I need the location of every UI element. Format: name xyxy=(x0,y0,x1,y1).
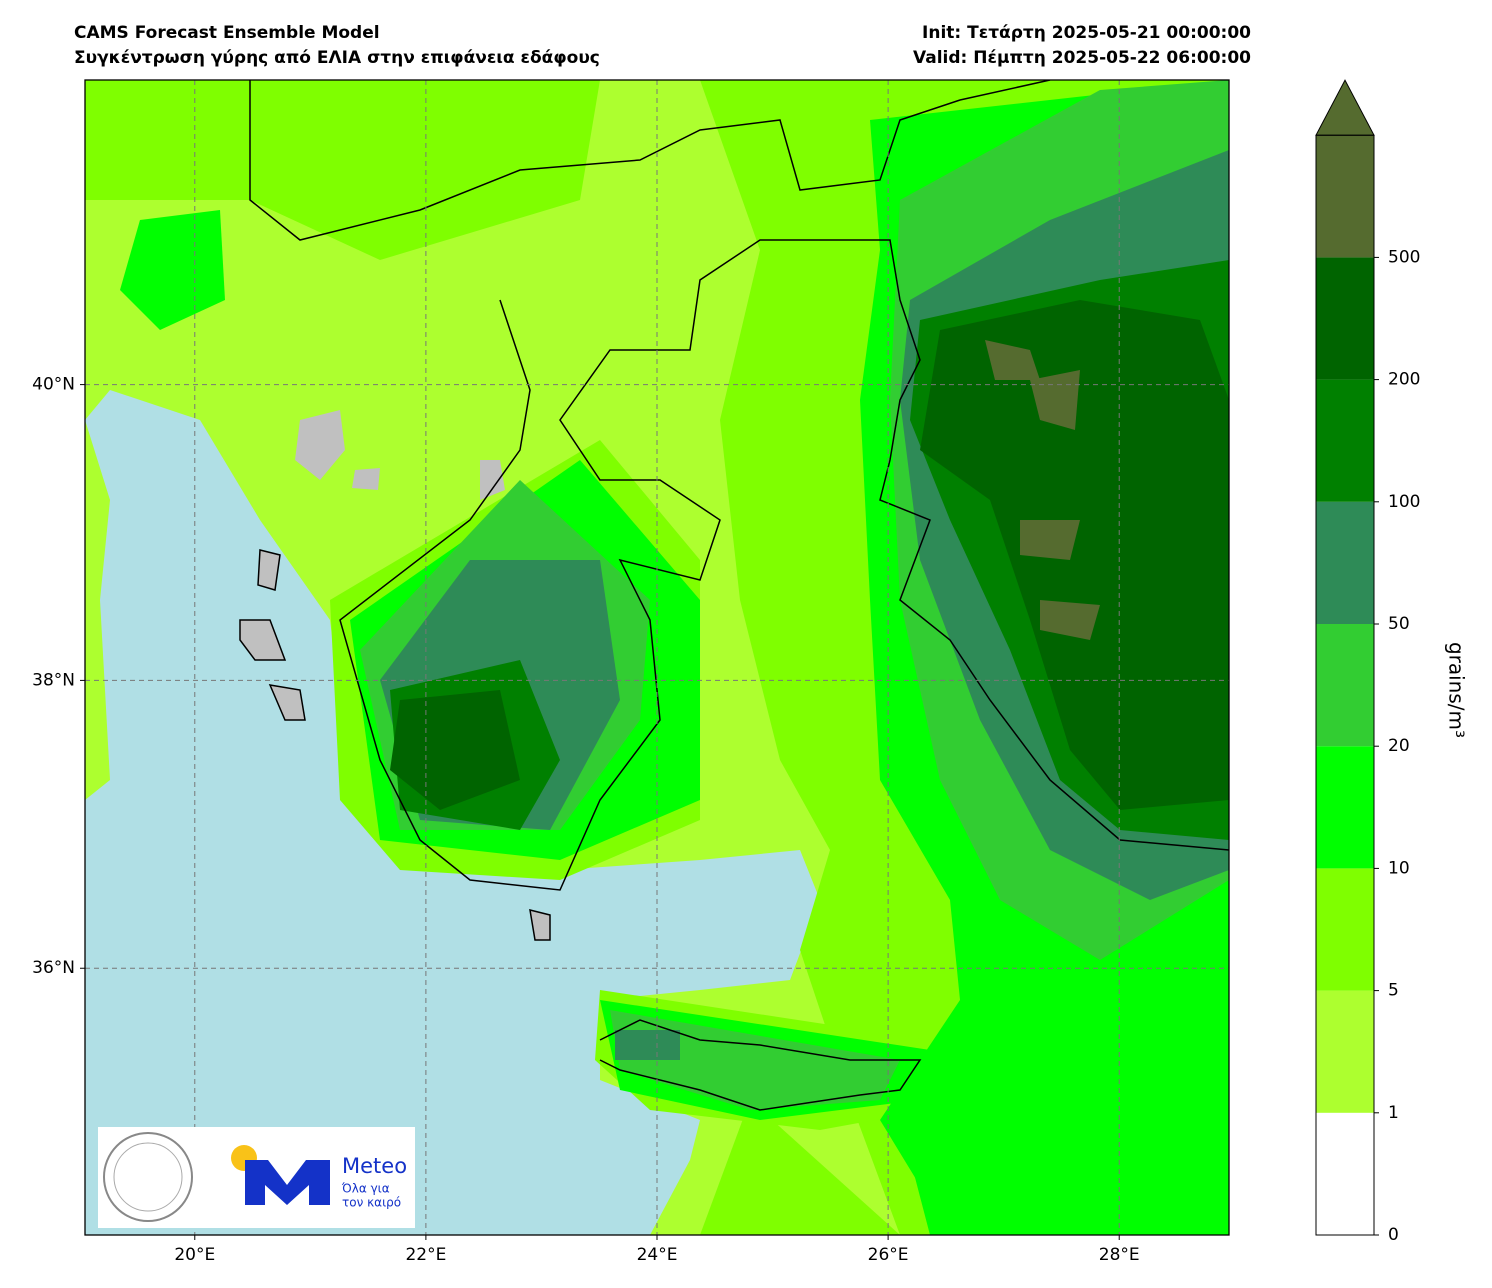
sea xyxy=(85,390,820,1235)
map-frame xyxy=(84,79,1230,1236)
island xyxy=(239,619,287,661)
colorbar-tick-label: 100 xyxy=(1388,492,1420,512)
concentration-area xyxy=(985,340,1040,380)
colorbar-segment xyxy=(1316,257,1374,380)
concentration-area xyxy=(700,1100,900,1235)
colorbar-tick-label: 500 xyxy=(1388,247,1420,267)
concentration-area xyxy=(1040,600,1100,640)
logo-brand: Meteo xyxy=(342,1154,407,1178)
colorbar-tick-label: 20 xyxy=(1388,736,1410,756)
x-tick-label: 24°E xyxy=(637,1245,678,1265)
colorbar-tick-label: 0 xyxy=(1388,1225,1399,1245)
logo-slogan: Όλα για xyxy=(341,1182,390,1196)
no-data-area xyxy=(295,410,345,480)
x-tick-label: 20°E xyxy=(174,1245,215,1265)
island xyxy=(268,684,306,721)
time-line: Valid: Πέμπτη 2025-05-22 06:00:00 xyxy=(913,48,1251,68)
colorbar-segment xyxy=(1316,624,1374,747)
x-tick-label: 28°E xyxy=(1099,1245,1140,1265)
colorbar-segment xyxy=(1316,501,1374,624)
colorbar-tick-label: 1 xyxy=(1388,1103,1399,1123)
concentration-area xyxy=(390,690,520,810)
logo-m xyxy=(245,1160,330,1205)
colorbar-frame xyxy=(1315,134,1375,1236)
colorbar-label: grains/m³ xyxy=(1445,642,1469,738)
concentration-area xyxy=(920,300,1229,810)
colorbar: 0 1 5 10 20 50 100 200 500 xyxy=(1315,79,1420,1245)
field xyxy=(85,80,1229,1235)
observatory-seal xyxy=(113,1142,183,1212)
y-tick-label: 40°N xyxy=(32,375,75,395)
time-line: Init: Τετάρτη 2025-05-21 00:00:00 xyxy=(922,23,1251,43)
no-data-area xyxy=(352,468,380,490)
coastline xyxy=(249,80,1051,241)
colorbar-tick-label: 200 xyxy=(1388,370,1420,390)
title-line: Συγκέντρωση γύρης από ΕΛΙΑ στην επιφάνει… xyxy=(74,48,600,68)
island xyxy=(529,908,551,941)
colorbar-tick-label: 10 xyxy=(1388,858,1410,878)
colorbar-segment xyxy=(1316,990,1374,1113)
concentration-area xyxy=(85,80,600,260)
colorbar-segment xyxy=(1316,135,1374,258)
colorbar-extension xyxy=(1315,79,1375,136)
colorbar-segment xyxy=(1316,1112,1374,1235)
logo-slogan: τον καιρό xyxy=(342,1196,401,1210)
colorbar-tick-label: 5 xyxy=(1388,981,1399,1001)
y-tick-label: 36°N xyxy=(32,958,75,978)
island xyxy=(257,549,281,591)
concentration-area xyxy=(1020,520,1080,560)
colorbar-segment xyxy=(1316,379,1374,502)
no-data-area xyxy=(480,460,505,500)
concentration-area xyxy=(615,1030,680,1060)
grid: 20°E 22°E 24°E 26°E 28°E 36°N 38°N 40°N xyxy=(32,80,1229,1265)
y-tick-label: 38°N xyxy=(32,670,75,690)
logo: Meteo Όλα για τον καιρό xyxy=(98,1127,415,1228)
coastline xyxy=(339,239,1229,891)
concentration-area xyxy=(120,210,225,330)
observatory-seal xyxy=(103,1132,193,1222)
colorbar-segment xyxy=(1316,746,1374,869)
title-line: CAMS Forecast Ensemble Model xyxy=(74,23,380,43)
x-tick-label: 22°E xyxy=(405,1245,446,1265)
colorbar-segment xyxy=(1316,868,1374,991)
colorbar-tick-label: 50 xyxy=(1388,614,1410,634)
x-tick-label: 26°E xyxy=(868,1245,909,1265)
concentration-area xyxy=(900,1120,1000,1235)
coastline xyxy=(599,1019,922,1111)
